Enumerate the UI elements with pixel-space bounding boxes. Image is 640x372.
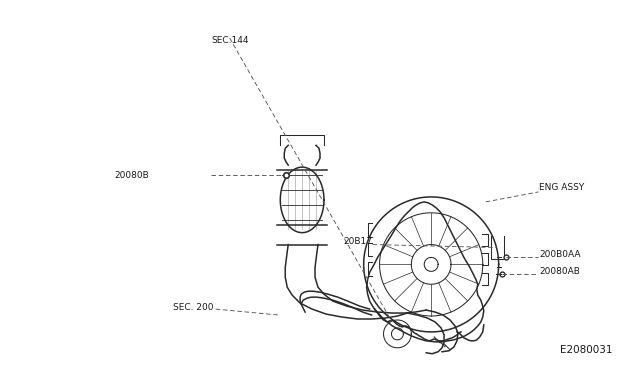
Text: 20080AB: 20080AB xyxy=(540,267,580,276)
Text: ENG ASSY: ENG ASSY xyxy=(540,183,584,192)
Text: 20B17: 20B17 xyxy=(344,237,372,246)
Text: 20080B: 20080B xyxy=(115,171,149,180)
Text: SEC.144: SEC.144 xyxy=(211,36,248,45)
Text: E2080031: E2080031 xyxy=(560,345,612,355)
Text: 200B0AA: 200B0AA xyxy=(540,250,581,259)
Text: SEC. 200: SEC. 200 xyxy=(173,302,214,312)
